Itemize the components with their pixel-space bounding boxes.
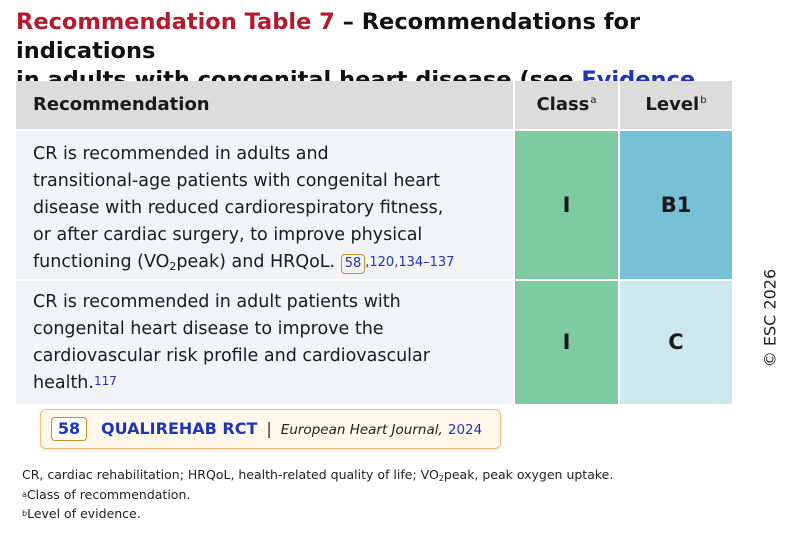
row-1-line-5-pre: functioning (VO: [33, 252, 170, 272]
footnote-b-mark: b: [22, 509, 28, 518]
row-1-line-3: disease with reduced cardiorespiratory f…: [33, 198, 444, 218]
row-1-class: I: [562, 193, 571, 217]
title-line-1: Recommendation Table 7 – Recommendations…: [16, 8, 736, 66]
header-class: Classa: [515, 81, 618, 129]
row-1-line-5-post: peak) and HRQoL.: [176, 252, 336, 272]
study-journal: European Heart Journal,: [280, 422, 443, 438]
row-2-level-cell: C: [620, 281, 732, 404]
header-level-label: Level: [645, 94, 700, 115]
study-reference-card[interactable]: 58 QUALIREHAB RCT | European Heart Journal…: [40, 409, 501, 449]
study-separator: |: [266, 419, 272, 438]
footnote-abbrev-pre: CR, cardiac rehabilitation; HRQoL, healt…: [22, 467, 439, 482]
reference-58-link[interactable]: 58: [340, 254, 366, 274]
row-1-line-1: CR is recommended in adults and: [33, 144, 329, 164]
row-1-level-cell: B1: [620, 131, 732, 279]
header-level-footnote-mark: b: [700, 95, 707, 106]
table-row-1-recommendation: CR is recommended in adults and transiti…: [16, 131, 513, 279]
footnote-a-text: Class of recommendation.: [26, 487, 191, 502]
table-label: Recommendation Table 7: [16, 9, 335, 35]
header-recommendation-label: Recommendation: [33, 94, 210, 115]
row-1-references[interactable]: ,120,134–137: [365, 255, 455, 270]
header-class-footnote-mark: a: [590, 95, 597, 106]
row-1-line-5: functioning (VO2peak) and HRQoL. 58,120,…: [33, 249, 513, 280]
study-name: QUALIREHAB RCT: [101, 419, 258, 438]
header-level: Levelb: [620, 81, 732, 129]
row-2-class: I: [562, 330, 571, 354]
header-class-label: Class: [536, 94, 590, 115]
footnote-a-mark: a: [22, 490, 27, 499]
footnote-abbrev-post: peak, peak oxygen uptake.: [443, 467, 614, 482]
footnote-b-text: Level of evidence.: [27, 506, 141, 521]
title-dash: –: [334, 9, 362, 35]
study-info: QUALIREHAB RCT | European Heart Journal, 2…: [101, 410, 482, 449]
row-2-level: C: [668, 330, 684, 354]
row-2-line-4-text: health.: [33, 373, 94, 393]
footnote-abbrev-sub: 2: [438, 474, 444, 483]
row-2-line-3: cardiovascular risk profile and cardiova…: [33, 346, 430, 366]
header-recommendation: Recommendation: [16, 81, 513, 129]
study-number-badge: 58: [51, 417, 87, 441]
footnote-b: bLevel of evidence.: [22, 505, 141, 522]
row-2-reference[interactable]: 117: [93, 374, 117, 388]
study-year: 2024: [447, 422, 483, 438]
footnote-a: aClass of recommendation.: [22, 486, 190, 503]
row-1-subscript: 2: [169, 260, 177, 273]
row-1-line-4: or after cardiac surgery, to improve phy…: [33, 225, 423, 245]
row-1-line-2: transitional-age patients with congenita…: [33, 171, 440, 191]
row-1-class-cell: I: [515, 131, 618, 279]
row-2-line-1: CR is recommended in adult patients with: [33, 292, 401, 312]
title-text-1: Recommendations for indications: [16, 9, 641, 64]
footnote-abbreviations: CR, cardiac rehabilitation; HRQoL, healt…: [22, 466, 613, 487]
copyright-notice: © ESC 2026: [760, 268, 780, 368]
table-row-2-recommendation: CR is recommended in adult patients with…: [16, 281, 513, 404]
row-2-line-4: health.117: [33, 370, 513, 397]
row-2-class-cell: I: [515, 281, 618, 404]
row-2-line-2: congenital heart disease to improve the: [33, 319, 384, 339]
row-1-level: B1: [660, 193, 692, 217]
